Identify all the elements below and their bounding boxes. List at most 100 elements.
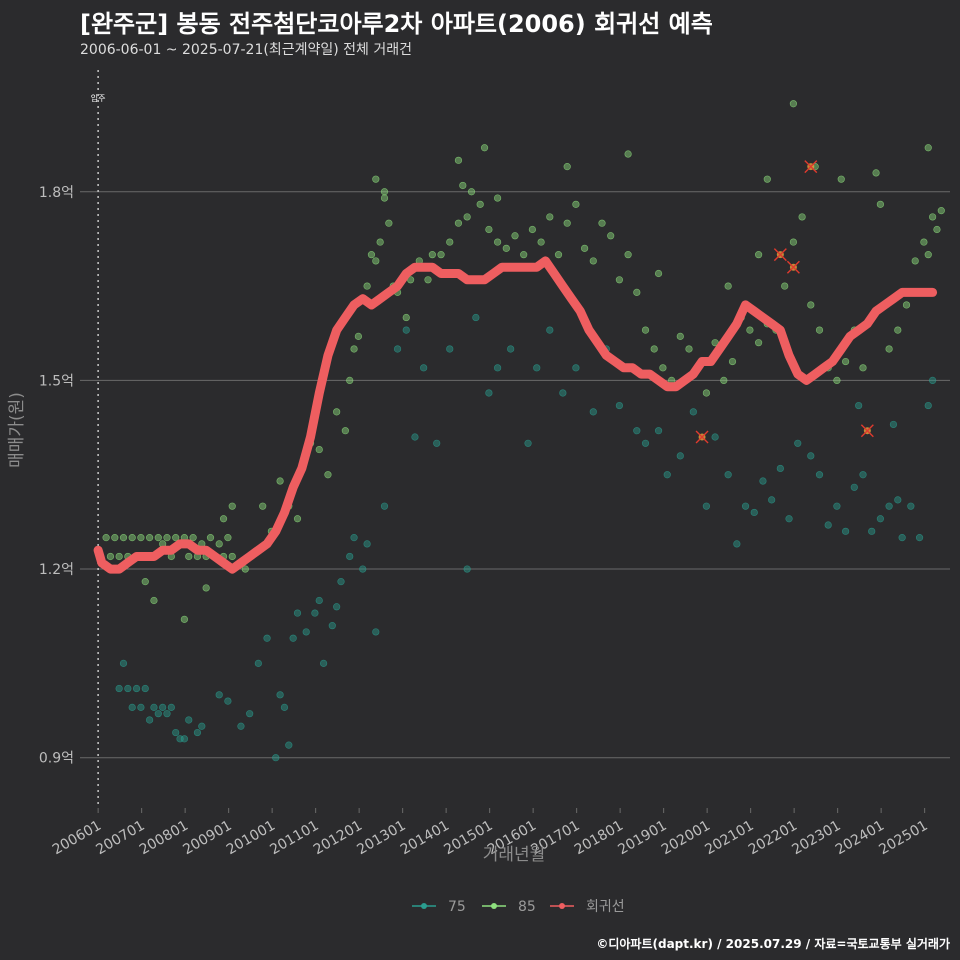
x-tick-label: 201101 <box>267 818 321 859</box>
point-85 <box>219 515 228 523</box>
point-75 <box>302 628 310 636</box>
point-75 <box>328 622 336 630</box>
point-85 <box>102 534 110 542</box>
point-85 <box>920 238 928 246</box>
point-85 <box>537 238 545 246</box>
point-75 <box>372 628 380 636</box>
legend-label: 회귀선 <box>586 899 625 915</box>
point-85 <box>259 502 267 510</box>
point-85 <box>241 565 249 573</box>
point-75 <box>572 364 580 372</box>
point-75 <box>154 710 162 718</box>
point-75 <box>741 502 750 510</box>
point-85 <box>376 238 384 246</box>
point-85 <box>894 326 902 334</box>
point-85 <box>511 232 519 240</box>
point-75 <box>524 439 532 447</box>
outlier-cross <box>860 424 874 438</box>
point-75 <box>198 722 206 730</box>
point-85 <box>206 534 215 542</box>
point-75 <box>824 521 832 529</box>
point-85 <box>354 332 363 340</box>
point-85 <box>685 345 693 353</box>
point-85 <box>615 276 624 284</box>
point-85 <box>315 445 323 454</box>
point-75 <box>711 433 719 441</box>
point-85 <box>446 238 454 246</box>
point-75 <box>898 534 906 542</box>
point-75 <box>333 603 341 611</box>
point-75 <box>159 703 167 711</box>
point-85 <box>367 251 376 259</box>
point-75 <box>172 728 180 737</box>
point-75 <box>702 502 711 510</box>
point-75 <box>724 471 732 479</box>
point-75 <box>833 502 841 510</box>
point-85 <box>346 376 354 385</box>
point-75 <box>128 703 136 711</box>
point-75 <box>615 401 624 410</box>
point-85 <box>720 376 728 385</box>
legend-swatch <box>421 903 427 909</box>
point-85 <box>754 251 763 259</box>
y-tick-label: 1.8억 <box>39 185 74 201</box>
point-85 <box>624 251 632 259</box>
point-85 <box>172 534 180 542</box>
point-85 <box>676 332 684 340</box>
point-75 <box>463 565 471 573</box>
point-75 <box>393 345 402 353</box>
point-75 <box>311 609 319 617</box>
point-75 <box>907 502 915 510</box>
point-85 <box>333 408 341 416</box>
move-in-label: 입주 <box>91 94 106 103</box>
point-85 <box>598 219 606 227</box>
point-85 <box>520 251 528 259</box>
x-tick-label: 202201 <box>746 818 800 859</box>
point-75 <box>224 697 232 705</box>
point-75 <box>446 345 454 353</box>
point-85 <box>872 169 880 177</box>
outlier-cross <box>786 260 800 274</box>
legend-label: 75 <box>448 899 466 915</box>
point-85 <box>485 225 493 234</box>
point-75 <box>254 659 262 667</box>
point-85 <box>789 238 798 246</box>
legend-label: 85 <box>518 899 536 915</box>
outlier-cross <box>804 160 818 174</box>
point-75 <box>320 659 328 667</box>
point-85 <box>624 150 632 158</box>
point-85 <box>928 213 937 221</box>
point-85 <box>128 534 136 542</box>
point-85 <box>459 181 467 190</box>
point-85 <box>154 534 162 542</box>
point-75 <box>654 427 663 435</box>
chart-subtitle: 2006-06-01 ~ 2025-07-21(최근계약일) 전체 거래건 <box>80 42 412 58</box>
x-tick-label: 201901 <box>615 818 669 859</box>
point-75 <box>315 596 323 605</box>
point-85 <box>180 615 188 623</box>
point-75 <box>167 703 175 711</box>
point-75 <box>289 634 297 642</box>
x-tick-label: 202001 <box>659 818 713 859</box>
regression-path <box>93 256 938 574</box>
point-85 <box>111 534 119 542</box>
point-75 <box>246 710 254 718</box>
point-75 <box>346 552 354 561</box>
point-85 <box>494 194 502 202</box>
point-85 <box>476 200 484 208</box>
point-75 <box>350 534 358 542</box>
point-85 <box>150 596 158 605</box>
x-tick-label: 201001 <box>224 818 278 859</box>
point-75 <box>733 540 741 548</box>
point-85 <box>350 345 358 353</box>
point-85 <box>554 251 563 259</box>
point-85 <box>924 251 932 259</box>
point-75 <box>293 609 302 617</box>
point-75 <box>115 684 123 693</box>
point-75 <box>285 741 293 749</box>
point-85 <box>454 156 463 164</box>
legend-swatch <box>491 903 497 909</box>
point-85 <box>563 163 571 171</box>
point-85 <box>141 578 149 586</box>
point-85 <box>293 515 302 523</box>
